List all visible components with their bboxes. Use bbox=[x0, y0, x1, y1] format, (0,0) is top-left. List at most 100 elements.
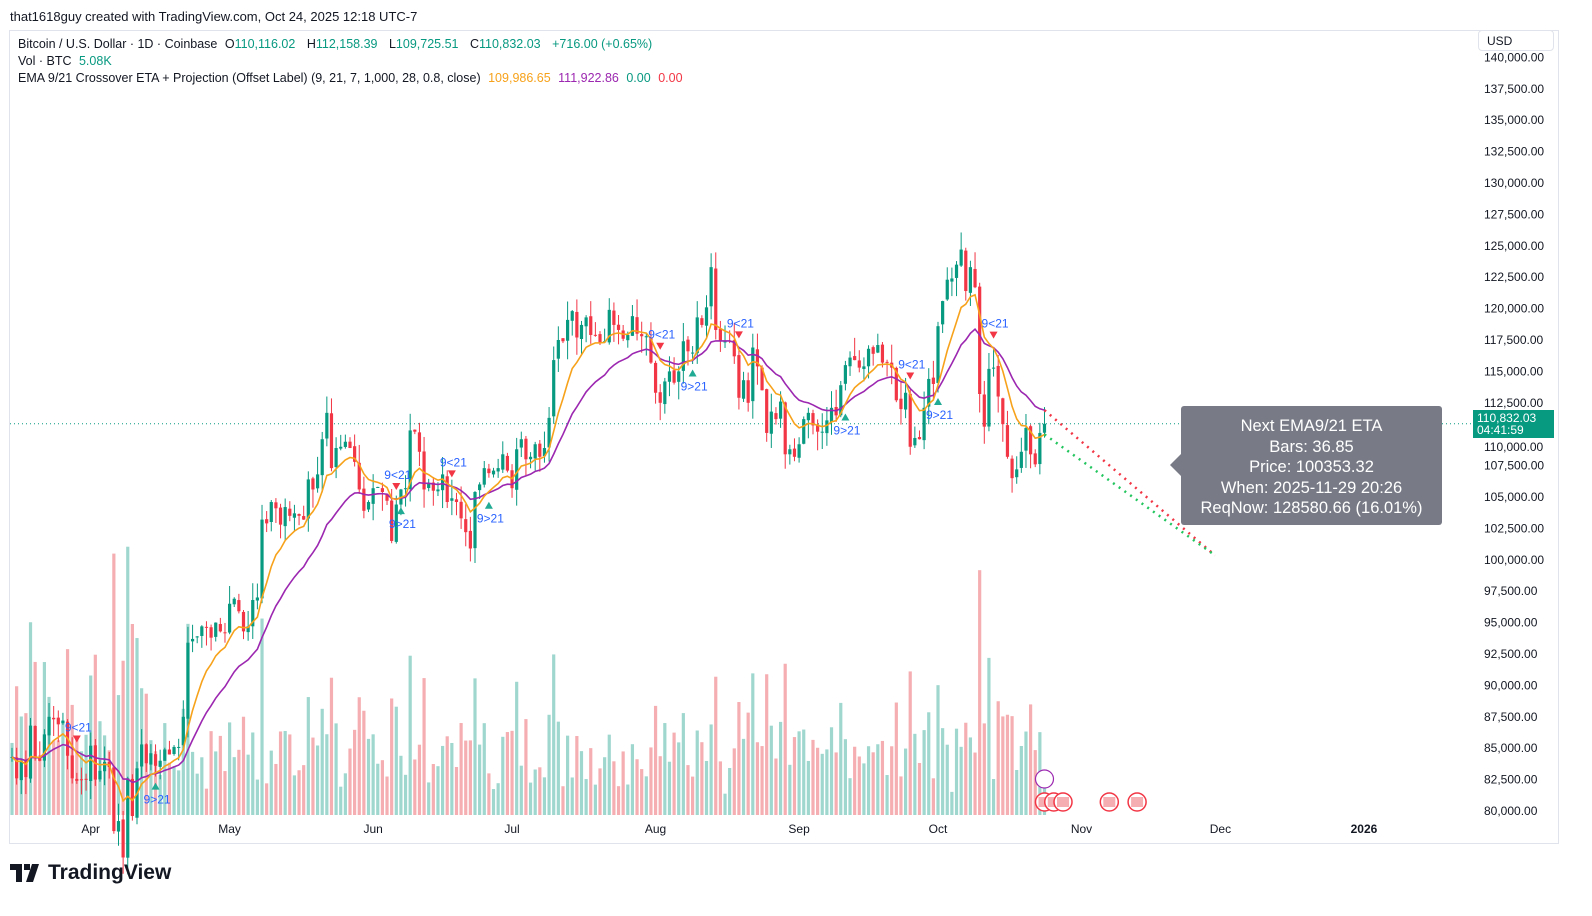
currency-button[interactable]: USD bbox=[1478, 30, 1554, 51]
symbol-legend: Bitcoin / U.S. Dollar · 1D · Coinbase O1… bbox=[18, 37, 653, 51]
time-tick-label: Dec bbox=[1210, 822, 1231, 836]
volume-bar bbox=[607, 734, 611, 815]
candle-body bbox=[505, 455, 510, 471]
candle-body bbox=[973, 268, 977, 288]
candle-body bbox=[343, 441, 347, 447]
volume-label[interactable]: Vol · BTC bbox=[18, 54, 72, 68]
candle-body bbox=[797, 444, 801, 458]
symbol-name[interactable]: Bitcoin / U.S. Dollar · 1D · Coinbase bbox=[18, 37, 218, 51]
candle-body bbox=[353, 446, 357, 462]
price-tick-label: 105,000.00 bbox=[1484, 490, 1544, 504]
price-tick-label: 102,500.00 bbox=[1484, 521, 1544, 535]
volume-bar bbox=[450, 742, 454, 815]
volume-bar bbox=[672, 732, 676, 815]
volume-bar bbox=[584, 779, 588, 815]
volume-bar bbox=[635, 759, 639, 815]
candle-body bbox=[862, 366, 866, 369]
price-tick-label: 92,500.00 bbox=[1484, 647, 1538, 661]
volume-bar bbox=[297, 770, 301, 815]
bear-cross-marker bbox=[989, 331, 998, 339]
bull-cross-marker bbox=[688, 369, 697, 377]
volume-bar bbox=[778, 721, 783, 815]
volume-bar bbox=[510, 730, 514, 815]
candle-body bbox=[885, 361, 889, 363]
volume-bar bbox=[996, 701, 1000, 815]
volume-bar bbox=[774, 758, 778, 815]
candle-body bbox=[149, 753, 153, 765]
volume-bar bbox=[274, 763, 278, 815]
volume-bar bbox=[204, 788, 209, 815]
volume-bar bbox=[686, 765, 690, 815]
cross-label: 9>21 bbox=[681, 379, 708, 393]
candle-series bbox=[10, 232, 1047, 875]
tradingview-logo[interactable]: TradingView bbox=[10, 861, 171, 885]
us-event-flag-icon bbox=[1099, 792, 1120, 812]
candle-body bbox=[765, 389, 769, 433]
candle-body bbox=[413, 429, 417, 432]
indicator-label[interactable]: EMA 9/21 Crossover ETA + Projection (Off… bbox=[18, 71, 481, 85]
candle-body bbox=[806, 412, 810, 421]
candle-body bbox=[237, 600, 241, 612]
volume-bar bbox=[681, 713, 685, 815]
volume-bar bbox=[445, 736, 449, 815]
volume-bar bbox=[422, 678, 426, 815]
bull-cross-marker bbox=[396, 507, 405, 515]
volume-bar bbox=[241, 716, 246, 815]
volume-bar bbox=[315, 745, 320, 815]
volume-bar bbox=[1015, 769, 1019, 815]
candle-body bbox=[177, 746, 181, 748]
volume-bar bbox=[214, 751, 218, 815]
candle-body bbox=[385, 493, 389, 501]
candle-body bbox=[732, 340, 736, 357]
volume-bar bbox=[876, 744, 880, 815]
candle-body bbox=[42, 734, 47, 761]
candle-body bbox=[533, 444, 537, 459]
candle-body bbox=[371, 488, 375, 504]
candle-body bbox=[667, 371, 672, 382]
candle-body bbox=[561, 338, 565, 342]
volume-bar bbox=[630, 744, 635, 815]
candle-body bbox=[274, 502, 278, 509]
volume-bar bbox=[737, 702, 741, 815]
candle-body bbox=[200, 626, 204, 636]
candle-body bbox=[255, 597, 259, 601]
volume-bar bbox=[464, 740, 468, 815]
candle-body bbox=[491, 470, 496, 475]
candle-body bbox=[24, 760, 28, 778]
price-tick-label: 85,000.00 bbox=[1484, 741, 1538, 755]
candle-body bbox=[991, 367, 996, 369]
volume-bar bbox=[987, 657, 991, 815]
volume-bar bbox=[816, 747, 820, 815]
bull-cross-marker bbox=[841, 413, 850, 421]
candle-body bbox=[843, 365, 847, 384]
high-value: 112,158.39 bbox=[315, 37, 378, 51]
volume-bar bbox=[116, 695, 121, 815]
candle-body bbox=[47, 716, 51, 736]
candle-body bbox=[626, 334, 630, 341]
candle-body bbox=[348, 441, 352, 449]
time-tick-label: Jun bbox=[363, 822, 382, 836]
candle-body bbox=[214, 622, 218, 637]
volume-bar bbox=[667, 761, 672, 815]
candle-body bbox=[311, 478, 315, 490]
candle-body bbox=[75, 778, 79, 781]
candle-body bbox=[579, 324, 584, 340]
candle-body bbox=[630, 316, 635, 336]
volume-bar bbox=[427, 782, 431, 815]
candle-body bbox=[172, 746, 176, 755]
candle-body bbox=[126, 778, 130, 858]
cross-label: 9>21 bbox=[144, 793, 171, 807]
volume-bar bbox=[417, 744, 422, 815]
volume-bar bbox=[570, 777, 574, 815]
cross-label: 9<21 bbox=[440, 455, 467, 469]
candle-body bbox=[607, 309, 611, 343]
volume-bar bbox=[1001, 716, 1005, 815]
candle-body bbox=[487, 468, 491, 474]
candle-body bbox=[1001, 398, 1005, 425]
indicator-legend: EMA 9/21 Crossover ETA + Projection (Off… bbox=[18, 70, 687, 87]
volume-bar bbox=[278, 731, 283, 815]
candle-body bbox=[612, 310, 616, 325]
volume-bar bbox=[991, 779, 996, 815]
volume-bar bbox=[797, 731, 801, 815]
